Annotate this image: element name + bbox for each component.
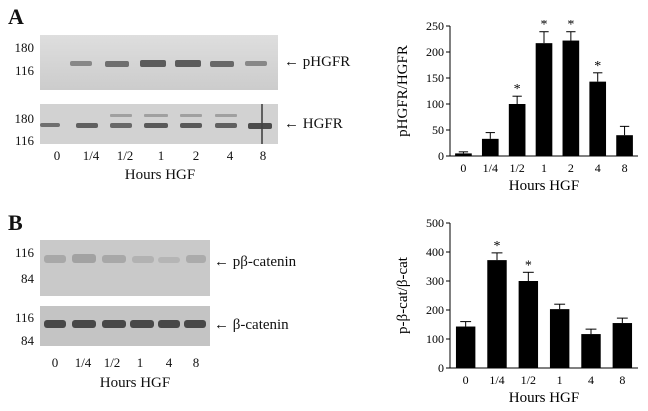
bar xyxy=(562,40,580,156)
panel-letter-a: A xyxy=(8,4,24,29)
y-tick-label: 500 xyxy=(426,216,444,230)
bar xyxy=(481,138,499,156)
y-tick-label: 50 xyxy=(432,123,444,137)
mw-marker: 180 xyxy=(14,40,35,55)
significance-marker: * xyxy=(541,20,548,33)
lane-label: 1/4 xyxy=(82,148,100,163)
mw-marker: 84 xyxy=(21,333,34,348)
blot-label-bcatenin: ← β-catenin xyxy=(214,317,289,333)
blot-label-pbcatenin: ← pβ-catenin xyxy=(214,254,297,270)
bar xyxy=(455,153,472,156)
lane-label: 1/4 xyxy=(74,355,92,370)
bar xyxy=(549,309,570,368)
y-axis-title: pHGFR/HGFR xyxy=(395,45,411,137)
panel-letter-b: B xyxy=(8,210,23,235)
mw-marker: 116 xyxy=(14,63,34,78)
y-tick-label: 150 xyxy=(426,71,444,85)
bar xyxy=(612,323,633,368)
blot-label-phgfr: ← pHGFR xyxy=(284,54,351,70)
bar xyxy=(518,281,539,368)
lane-label: 8 xyxy=(192,355,200,370)
x-tick-label: 1 xyxy=(541,161,547,175)
bar xyxy=(535,43,553,156)
y-tick-label: 300 xyxy=(426,274,444,288)
significance-marker: * xyxy=(514,82,521,97)
panel-a-blot-xlabel: Hours HGF xyxy=(124,167,196,183)
y-tick-label: 100 xyxy=(426,97,444,111)
bar xyxy=(455,326,476,368)
x-tick-label: 4 xyxy=(588,373,594,387)
y-tick-label: 200 xyxy=(426,303,444,317)
significance-marker: * xyxy=(594,59,601,74)
x-tick-label: 0 xyxy=(463,373,469,387)
x-tick-label: 1/2 xyxy=(509,161,524,175)
x-tick-label: 1 xyxy=(557,373,563,387)
significance-marker: * xyxy=(494,239,501,254)
x-tick-label: 4 xyxy=(595,161,601,175)
panel-a-blot-phgfr xyxy=(40,35,278,90)
x-tick-label: 0 xyxy=(460,161,466,175)
y-tick-label: 100 xyxy=(426,332,444,346)
x-tick-label: 1/4 xyxy=(489,373,504,387)
y-tick-label: 400 xyxy=(426,245,444,259)
lane-label: 8 xyxy=(259,148,267,163)
panel-b-blot-pbcatenin xyxy=(40,240,210,296)
y-tick-label: 250 xyxy=(426,20,444,33)
y-tick-label: 0 xyxy=(438,149,444,163)
x-tick-label: 8 xyxy=(619,373,625,387)
bar xyxy=(508,104,526,156)
lane-label: 0 xyxy=(53,148,61,163)
x-tick-label: 1/2 xyxy=(521,373,536,387)
x-axis-title: Hours HGF xyxy=(509,178,579,194)
bar xyxy=(487,260,507,368)
mw-marker: 116 xyxy=(14,133,34,148)
y-tick-label: 200 xyxy=(426,45,444,59)
bar xyxy=(616,135,633,156)
x-tick-label: 8 xyxy=(622,161,628,175)
significance-marker: * xyxy=(525,258,532,273)
panel-b-bar-chart: 0 100 200 300 400 500 0 1/4 * 1/2 * 1 4 8 Hours HGF p-β… xyxy=(395,216,638,405)
mw-marker: 180 xyxy=(14,111,35,126)
x-axis-title: Hours HGF xyxy=(509,390,579,405)
blot-label-hgfr: ← HGFR xyxy=(284,116,343,132)
bar xyxy=(581,334,601,368)
panel-b-blot-xlabel: Hours HGF xyxy=(99,375,171,391)
bar xyxy=(589,81,607,156)
panel-b-blot-bcatenin xyxy=(40,306,210,346)
lane-label: 0 xyxy=(51,355,59,370)
x-tick-label: 1/4 xyxy=(483,161,498,175)
lane-label: 1 xyxy=(136,355,144,370)
lane-label: 1/2 xyxy=(103,355,121,370)
y-axis-title: p-β-cat/β-cat xyxy=(395,256,411,334)
panel-a-bar-chart: 0 50 100 150 200 250 0 1/4 1/2 * 1 * 2 * 4 * 8 Hours HGF p… xyxy=(395,20,638,194)
lane-label: 1 xyxy=(157,148,165,163)
significance-marker: * xyxy=(567,20,574,33)
x-tick-label: 2 xyxy=(568,161,574,175)
panel-a-blot-hgfr xyxy=(40,104,278,144)
lane-label: 4 xyxy=(165,355,173,370)
lane-label: 4 xyxy=(226,148,234,163)
lane-label: 2 xyxy=(192,148,200,163)
mw-marker: 84 xyxy=(21,271,34,286)
lane-label: 1/2 xyxy=(116,148,134,163)
mw-marker: 116 xyxy=(14,310,34,325)
y-tick-label: 0 xyxy=(438,361,444,375)
mw-marker: 116 xyxy=(14,245,34,260)
